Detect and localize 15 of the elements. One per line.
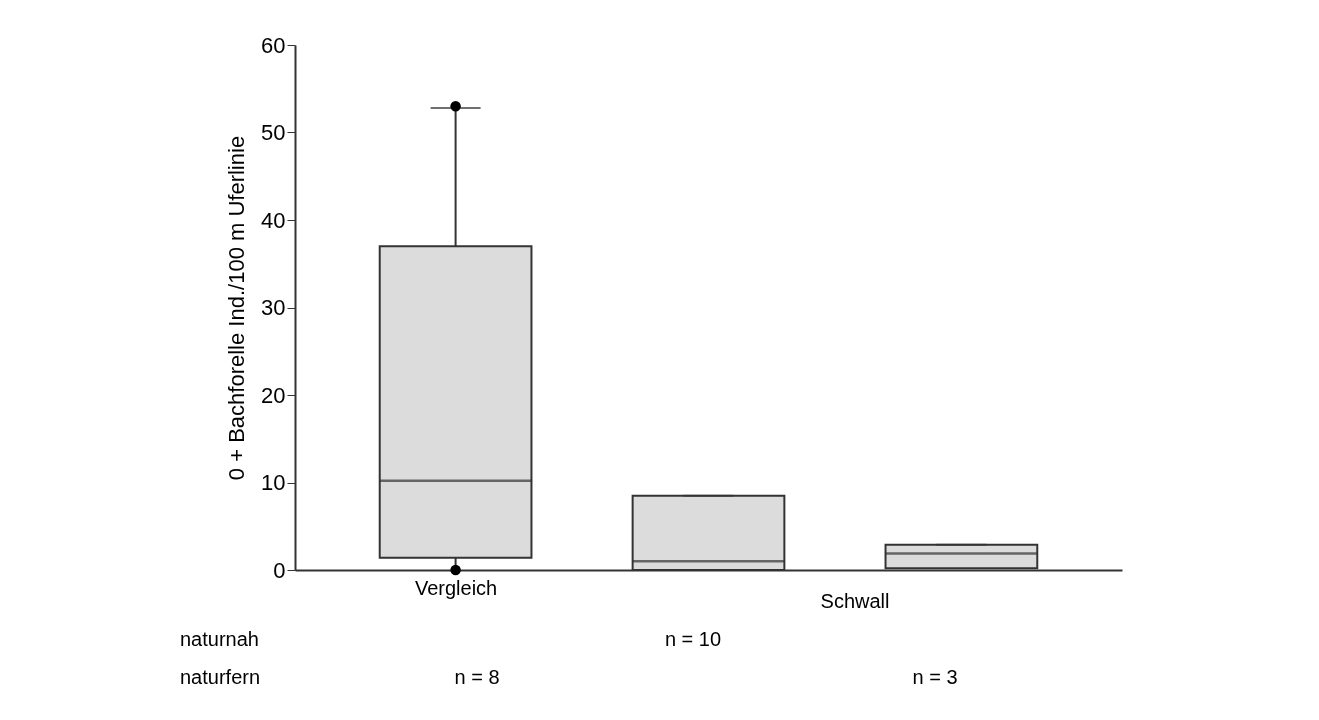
y-tick-label: 20 [261, 382, 286, 408]
y-tick-label: 60 [261, 32, 286, 58]
x-tick-label: Vergleich [414, 576, 498, 599]
y-tick-label: 10 [261, 470, 286, 495]
text: n = 3 [912, 666, 958, 688]
text: Schwall [820, 590, 890, 612]
text: naturnah [180, 628, 259, 650]
y-tick-label: 40 [261, 207, 286, 233]
text: n = 8 [454, 666, 500, 688]
text: naturfern [180, 666, 261, 688]
y-tick-label: 50 [261, 120, 286, 145]
y-tick-label: 30 [261, 295, 286, 320]
y-tick-label: 0 [273, 557, 286, 583]
y-axis-title: 0 + Bachforelle Ind./100 m Uferlinie [224, 135, 250, 481]
text: n = 10 [664, 628, 722, 650]
